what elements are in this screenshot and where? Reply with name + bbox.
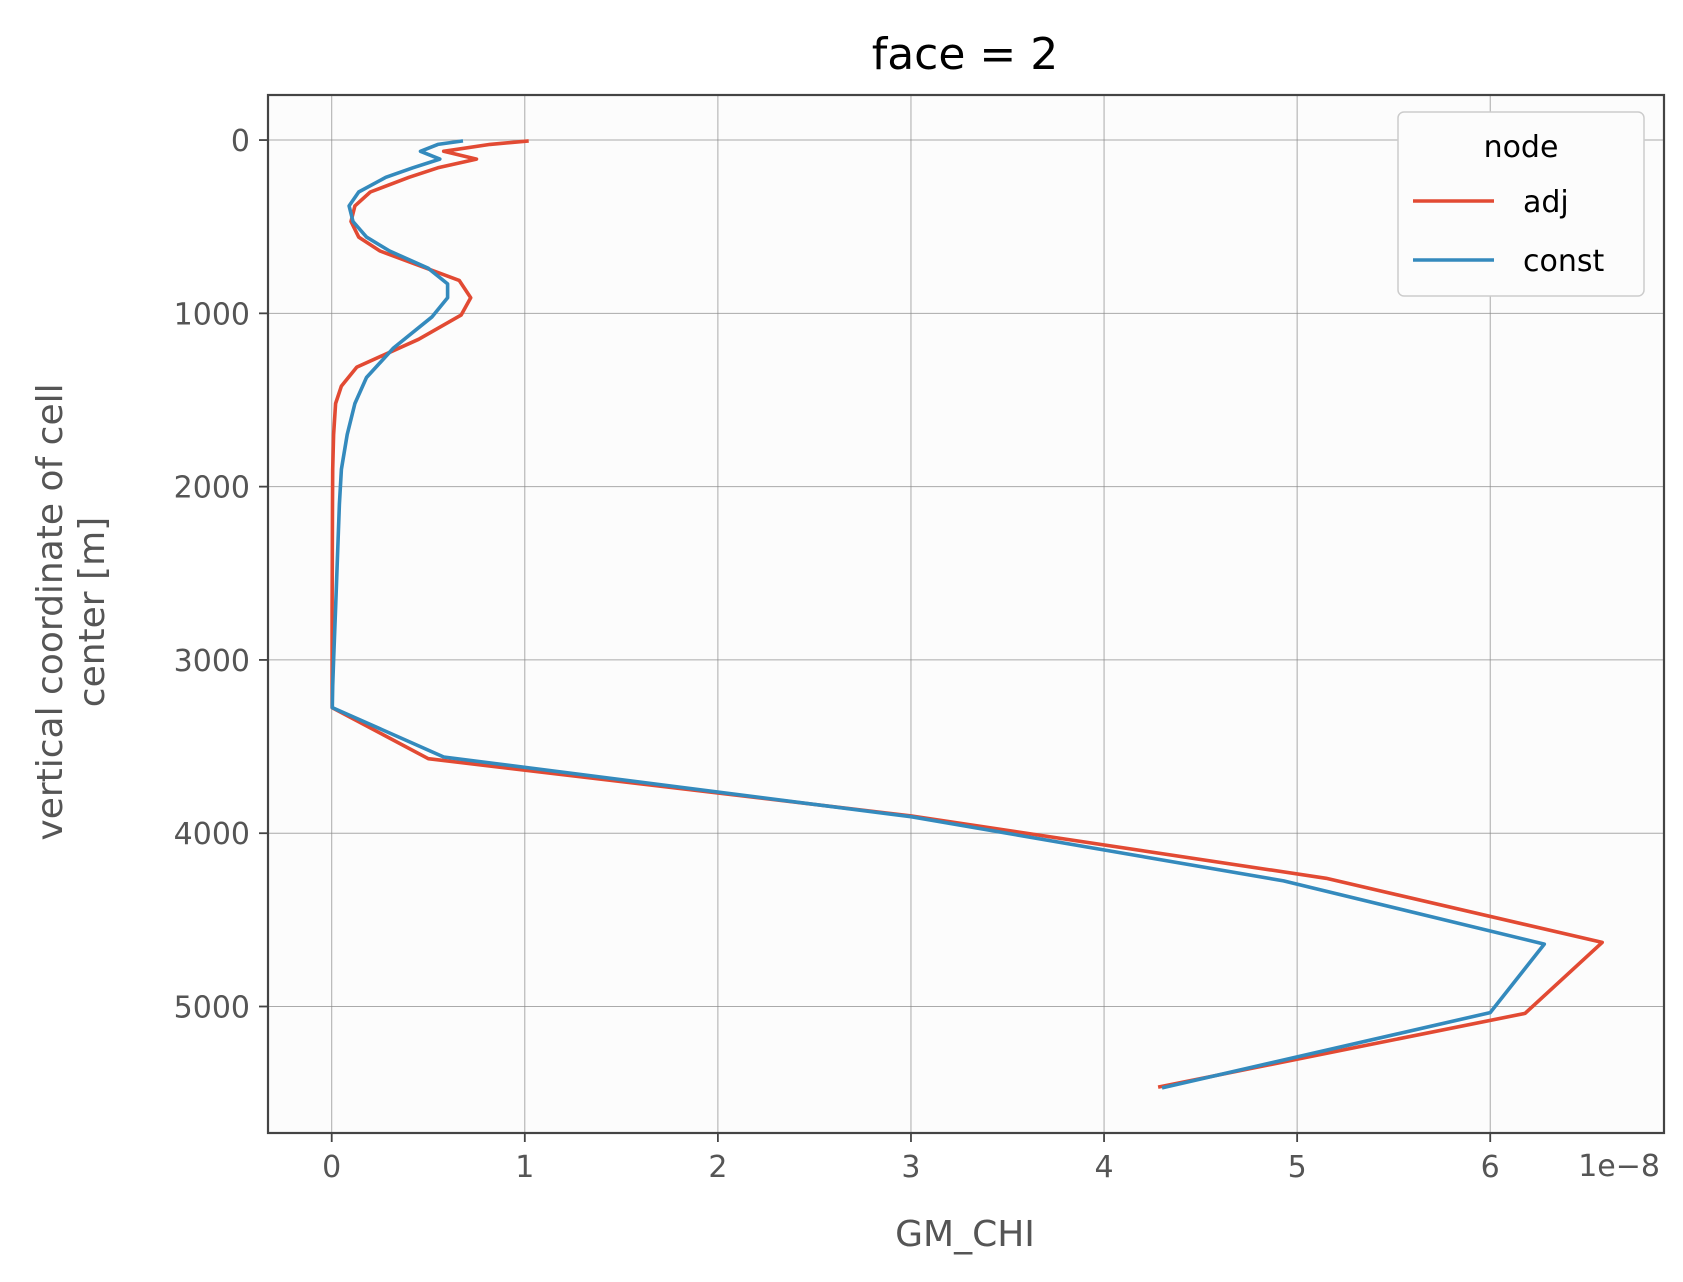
series-line-const — [330, 139, 1547, 1090]
x-tick-label: 0 — [322, 1150, 341, 1185]
x-tick-label: 6 — [1481, 1150, 1500, 1185]
y-tick-label: 3000 — [174, 644, 250, 679]
legend-box — [1397, 111, 1645, 297]
y-tick-label: 5000 — [174, 990, 250, 1025]
series-layer — [330, 139, 1604, 1090]
legend: node adj const — [1397, 111, 1645, 297]
x-tick-label: 2 — [708, 1150, 727, 1185]
y-tick-label: 1000 — [174, 297, 250, 332]
legend-title: node — [1484, 130, 1559, 165]
y-tick-label: 0 — [231, 124, 250, 159]
x-axis-label: GM_CHI — [895, 1214, 1035, 1255]
y-axis-label-line-2: center [m] — [72, 517, 113, 707]
chart-title: face = 2 — [872, 29, 1059, 80]
y-tick-label: 2000 — [174, 471, 250, 506]
y-tick-label: 4000 — [174, 817, 250, 852]
legend-label-adj: adj — [1523, 185, 1569, 220]
x-tick-label: 3 — [901, 1150, 920, 1185]
x-offset-label: 1e−8 — [1578, 1149, 1660, 1184]
x-tick-label: 4 — [1095, 1150, 1114, 1185]
x-tick-label: 1 — [515, 1150, 534, 1185]
legend-label-const: const — [1523, 244, 1604, 279]
y-axis-label-line-1: vertical coordinate of cell — [30, 383, 71, 840]
ticks: 0 1 2 3 4 5 6 0 1000 2000 3000 4000 5000 — [174, 124, 1500, 1185]
grid — [268, 95, 1664, 1133]
x-tick-label: 5 — [1288, 1150, 1307, 1185]
y-axis-label: vertical coordinate of cell center [m] — [30, 383, 113, 840]
plot-frame — [266, 93, 1666, 1135]
series-line-adj — [330, 139, 1604, 1089]
